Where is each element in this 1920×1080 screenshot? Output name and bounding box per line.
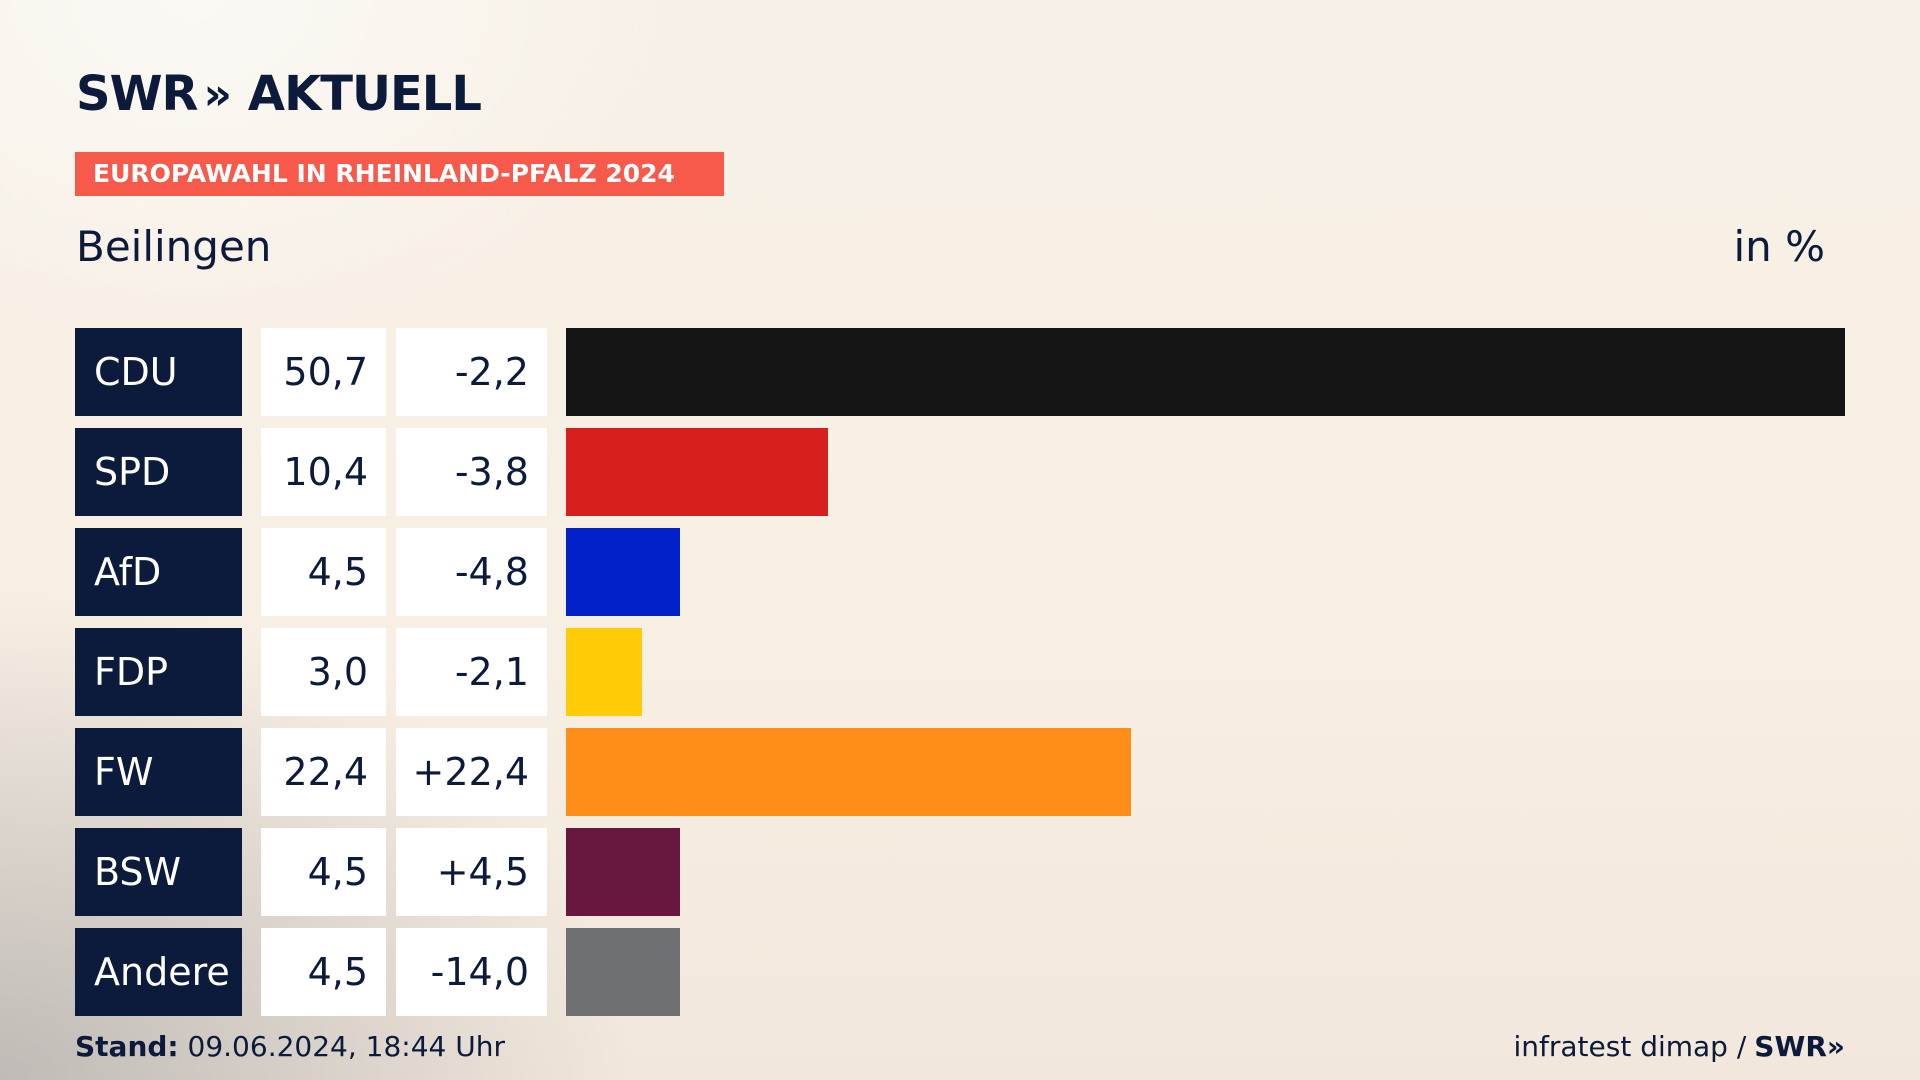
chart-title: Beilingen bbox=[76, 222, 272, 271]
unit-label: in % bbox=[1733, 222, 1825, 271]
change-value: -2,1 bbox=[396, 628, 547, 716]
result-row: BSW 4,5 +4,5 bbox=[0, 828, 1920, 916]
stand-value: 09.06.2024, 18:44 Uhr bbox=[187, 1030, 505, 1063]
result-row: CDU 50,7 -2,2 bbox=[0, 328, 1920, 416]
party-label: FDP bbox=[75, 628, 242, 716]
change-value: -4,8 bbox=[396, 528, 547, 616]
result-bar bbox=[566, 628, 642, 716]
vote-share-value: 4,5 bbox=[261, 528, 386, 616]
result-row: FDP 3,0 -2,1 bbox=[0, 628, 1920, 716]
party-label: CDU bbox=[75, 328, 242, 416]
result-row: FW 22,4 +22,4 bbox=[0, 728, 1920, 816]
election-banner: EUROPAWAHL IN RHEINLAND-PFALZ 2024 bbox=[75, 152, 724, 196]
logo-aktuell: AKTUELL bbox=[247, 66, 482, 122]
result-bar bbox=[566, 528, 680, 616]
vote-share-value: 10,4 bbox=[261, 428, 386, 516]
result-bar bbox=[566, 328, 1845, 416]
party-label: SPD bbox=[75, 428, 242, 516]
source-credit: infratest dimap / SWR» bbox=[1513, 1030, 1845, 1063]
party-label: FW bbox=[75, 728, 242, 816]
vote-share-value: 4,5 bbox=[261, 928, 386, 1016]
vote-share-value: 3,0 bbox=[261, 628, 386, 716]
party-label: BSW bbox=[75, 828, 242, 916]
result-bar bbox=[566, 728, 1131, 816]
timestamp: Stand: 09.06.2024, 18:44 Uhr bbox=[75, 1030, 505, 1063]
result-row: Andere 4,5 -14,0 bbox=[0, 928, 1920, 1016]
stand-label: Stand: bbox=[75, 1030, 179, 1063]
vote-share-value: 50,7 bbox=[261, 328, 386, 416]
swr-mini-logo: SWR» bbox=[1754, 1030, 1845, 1063]
change-value: -14,0 bbox=[396, 928, 547, 1016]
change-value: -3,8 bbox=[396, 428, 547, 516]
change-value: -2,2 bbox=[396, 328, 547, 416]
vote-share-value: 22,4 bbox=[261, 728, 386, 816]
source-text: infratest dimap / bbox=[1513, 1030, 1747, 1063]
change-value: +4,5 bbox=[396, 828, 547, 916]
change-value: +22,4 bbox=[396, 728, 547, 816]
swr-aktuell-logo: SWR» AKTUELL bbox=[76, 66, 482, 122]
result-bar bbox=[566, 828, 680, 916]
result-bar bbox=[566, 428, 828, 516]
result-row: SPD 10,4 -3,8 bbox=[0, 428, 1920, 516]
party-label: AfD bbox=[75, 528, 242, 616]
result-bar bbox=[566, 928, 680, 1016]
logo-swr: SWR bbox=[76, 66, 198, 122]
vote-share-value: 4,5 bbox=[261, 828, 386, 916]
result-row: AfD 4,5 -4,8 bbox=[0, 528, 1920, 616]
party-label: Andere bbox=[75, 928, 242, 1016]
